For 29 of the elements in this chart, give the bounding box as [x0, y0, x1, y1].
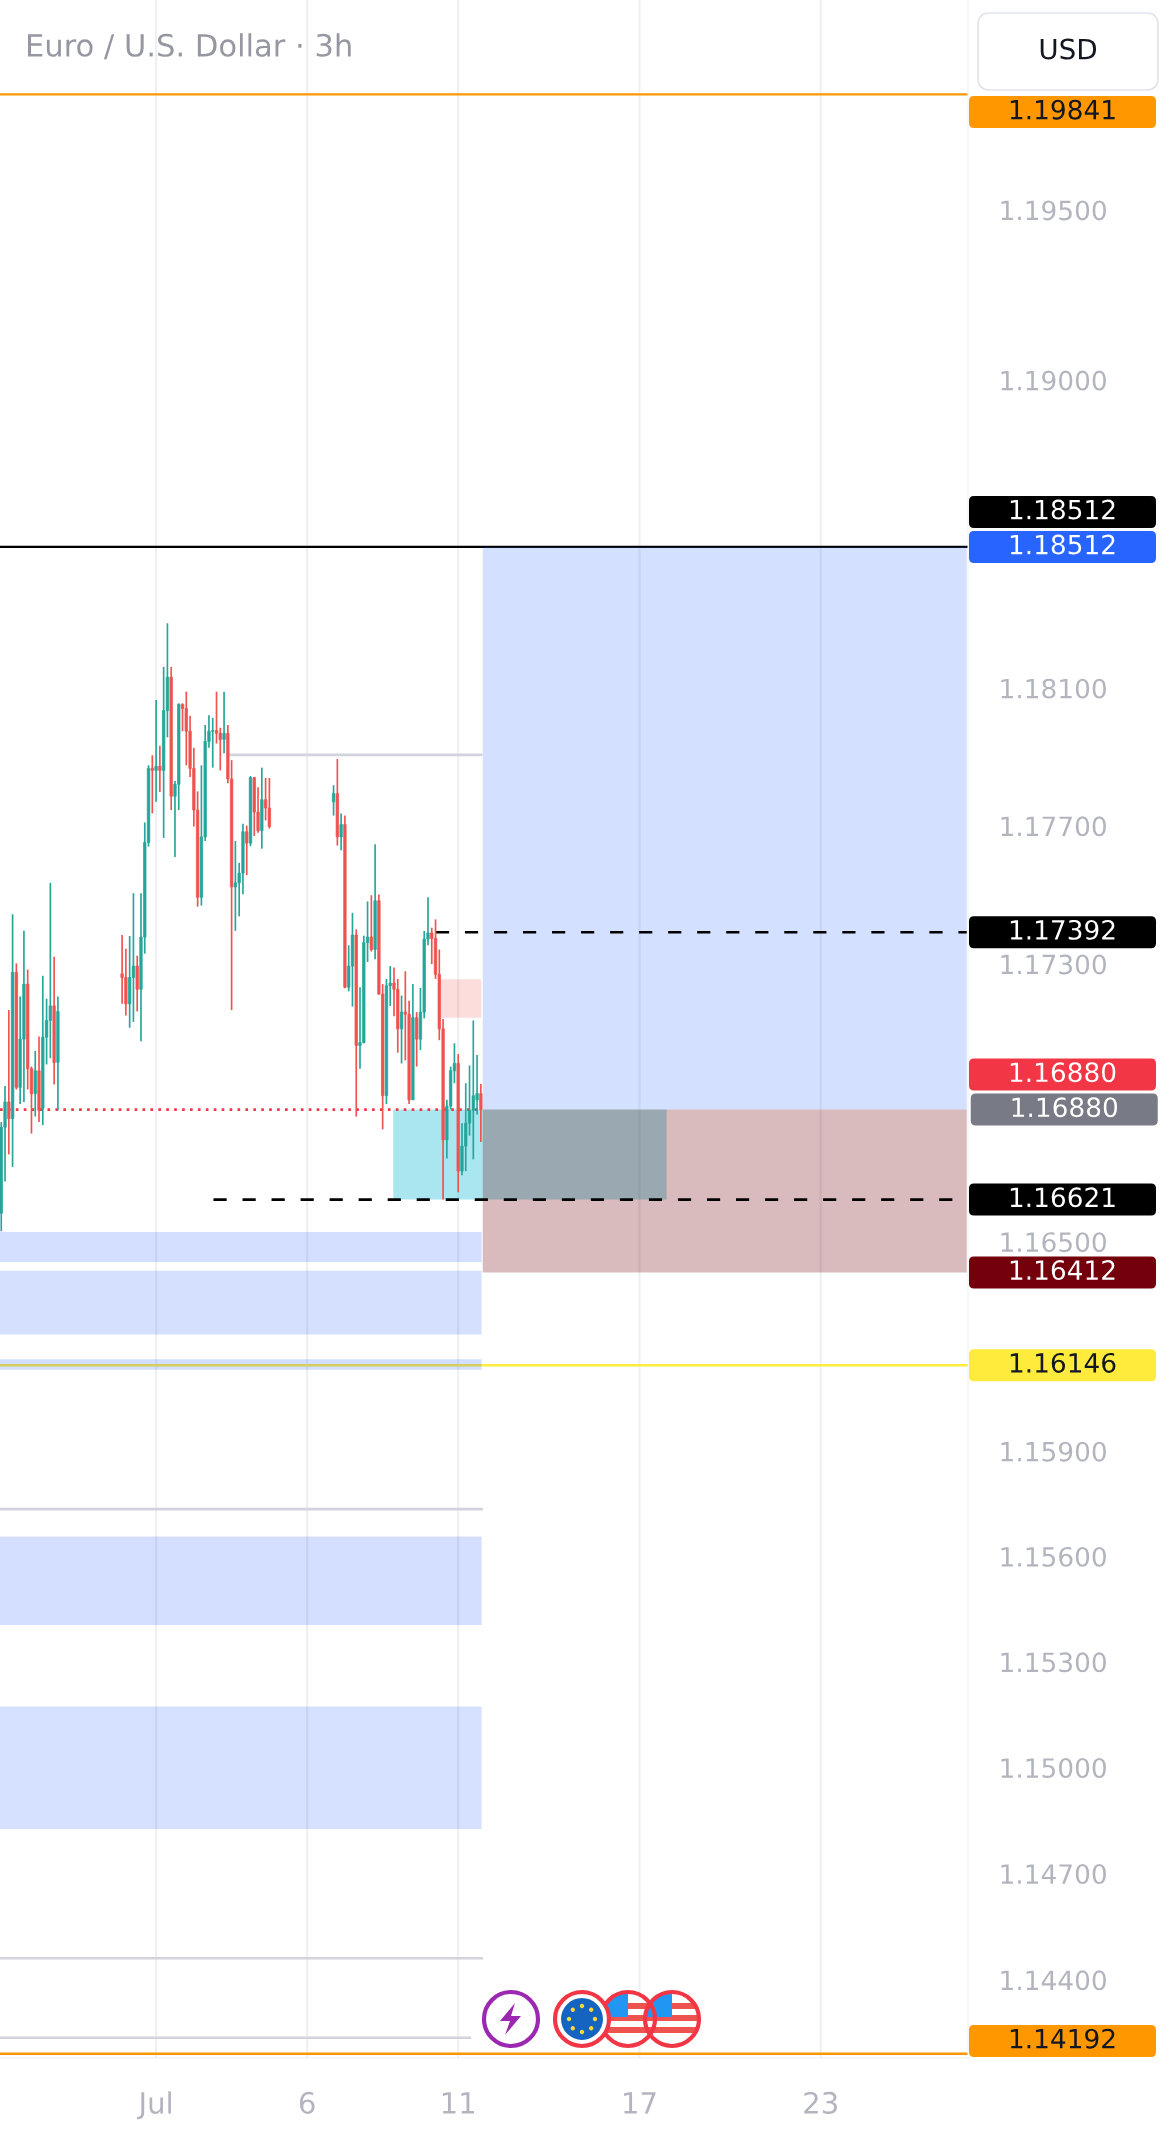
- y-tick-label: 1.16500: [1001, 1232, 1106, 1253]
- y-tick-label: 1.19500: [1001, 200, 1106, 221]
- y-tick-label: 1.18100: [1001, 678, 1106, 699]
- series-label: 1.18512: [1010, 534, 1115, 555]
- text: Euro / U.S. Dollar · 3h: [28, 33, 351, 60]
- annotation: 1.16880: [1012, 1097, 1118, 1118]
- y-tick-label: 1.15900: [1001, 1441, 1106, 1462]
- ref-line-label: 1.14192: [1010, 2028, 1115, 2049]
- ref-line-label: 1.19841: [1010, 99, 1115, 120]
- y-tick-label: 1.14400: [1001, 1970, 1106, 1991]
- y-tick-label: 1.15300: [1001, 1652, 1106, 1673]
- y-tick-label: 1.14700: [1001, 1864, 1106, 1885]
- ref-line-label: 1.16146: [1010, 1352, 1116, 1373]
- x-tick-label: 17: [624, 2092, 656, 2114]
- x-tick-label: 6: [299, 2091, 315, 2114]
- y-tick-label: 1.15600: [1001, 1546, 1106, 1567]
- y-tick-label: 1.17300: [1001, 954, 1106, 975]
- series-label: 1.16412: [1010, 1260, 1115, 1281]
- y-tick-label: 1.19000: [1001, 370, 1106, 391]
- series-label: 1.17392: [1010, 919, 1115, 940]
- series-label: 1.16621: [1010, 1187, 1115, 1208]
- text: 1.16880: [1010, 1062, 1116, 1083]
- ref-line-label: 1.18512: [1010, 499, 1115, 520]
- x-tick-label: 11: [442, 2092, 475, 2114]
- y-tick-label: 1.17700: [1001, 816, 1106, 837]
- y-tick-label: 1.15000: [1001, 1758, 1106, 1779]
- x-tick-label: Jul: [136, 2091, 171, 2120]
- text: USD: [1040, 38, 1097, 60]
- x-tick-label: 23: [804, 2091, 837, 2114]
